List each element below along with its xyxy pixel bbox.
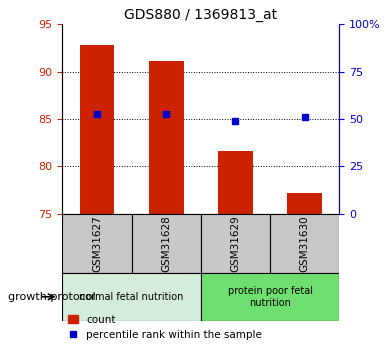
Text: normal fetal nutrition: normal fetal nutrition bbox=[80, 292, 184, 302]
Bar bbox=[218, 151, 253, 214]
Text: GSM31630: GSM31630 bbox=[300, 215, 310, 272]
Bar bbox=[62, 273, 201, 321]
Text: growth protocol: growth protocol bbox=[8, 292, 96, 302]
Text: GSM31629: GSM31629 bbox=[230, 215, 241, 272]
Legend: count, percentile rank within the sample: count, percentile rank within the sample bbox=[67, 315, 262, 340]
Bar bbox=[132, 214, 201, 273]
Bar bbox=[62, 214, 132, 273]
Bar bbox=[149, 61, 184, 214]
Bar bbox=[270, 214, 339, 273]
Bar bbox=[201, 214, 270, 273]
Bar bbox=[201, 273, 339, 321]
Bar bbox=[287, 193, 322, 214]
Text: GSM31627: GSM31627 bbox=[92, 215, 102, 272]
Title: GDS880 / 1369813_at: GDS880 / 1369813_at bbox=[124, 8, 277, 22]
Text: GSM31628: GSM31628 bbox=[161, 215, 171, 272]
Text: protein poor fetal
nutrition: protein poor fetal nutrition bbox=[228, 286, 312, 308]
Bar bbox=[80, 45, 114, 214]
